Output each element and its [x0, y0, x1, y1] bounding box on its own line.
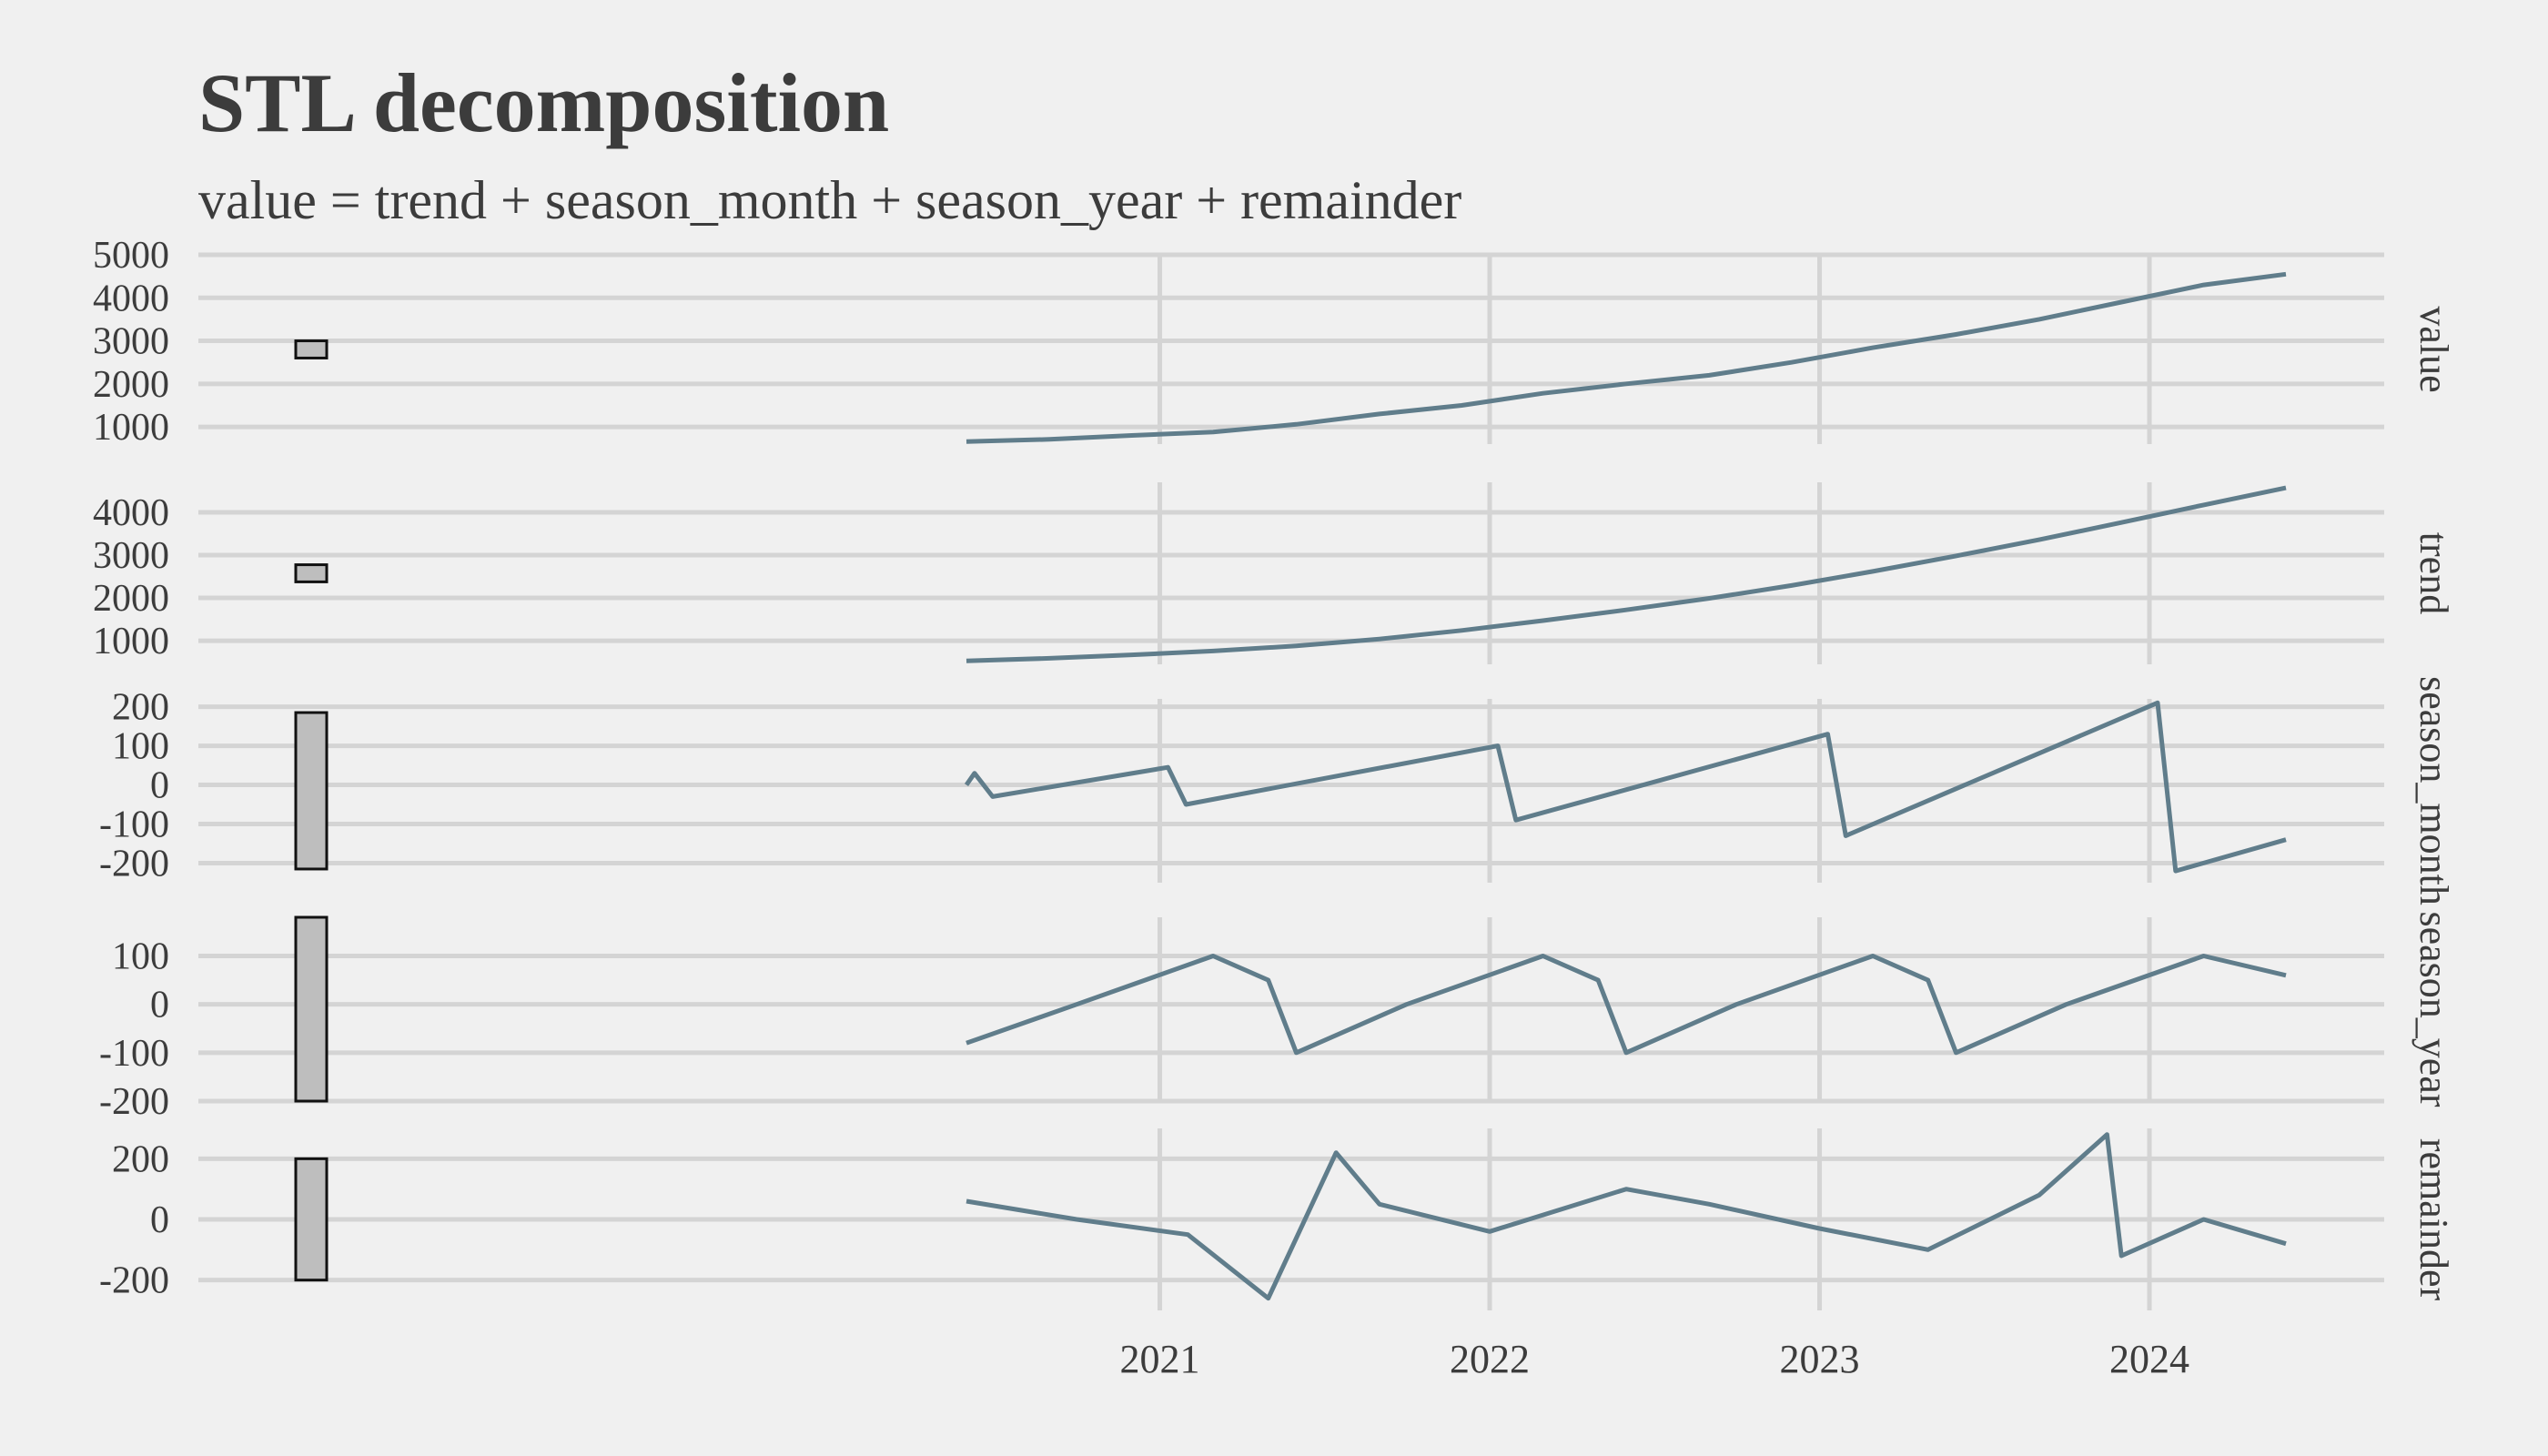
y-tick-label-season_month-0: -200: [99, 844, 169, 885]
panel-label-value: value: [2412, 306, 2456, 392]
y-tick-label-season_year-0: -200: [99, 1081, 169, 1123]
chart-subtitle: value = trend + season_month + season_ye…: [198, 170, 1462, 230]
y-tick-label-season_month-4: 200: [112, 687, 169, 729]
y-tick-label-value-1: 2000: [93, 364, 169, 406]
y-tick-label-season_year-3: 100: [112, 936, 169, 978]
y-tick-label-value-2: 3000: [93, 321, 169, 363]
y-tick-label-season_year-1: -100: [99, 1033, 169, 1075]
scale-bar-season_month: [294, 711, 329, 871]
series-line-trend-0: [966, 485, 2287, 663]
panel-label-remainder: remainder: [2412, 1138, 2456, 1301]
y-tick-label-trend-0: 1000: [93, 621, 169, 662]
y-tick-label-trend-1: 2000: [93, 578, 169, 620]
scale-bar-season_year: [294, 915, 329, 1103]
y-tick-label-season_month-2: 0: [150, 765, 169, 807]
panel-label-trend: trend: [2412, 532, 2456, 614]
y-tick-label-season_month-1: -100: [99, 804, 169, 846]
x-tick-label-1: 2022: [1450, 1337, 1530, 1381]
scale-bar-remainder: [294, 1157, 329, 1282]
y-tick-label-value-3: 4000: [93, 278, 169, 319]
panel-label-season_year: season_year: [2412, 911, 2456, 1107]
series-line-remainder-0: [966, 1132, 2287, 1301]
chart-title: STL decomposition: [198, 56, 890, 149]
panel-label-season_month: season_month: [2412, 676, 2456, 905]
scale-bar-trend: [294, 563, 329, 583]
x-tick-label-2: 2023: [1780, 1337, 1860, 1381]
y-tick-label-season_month-3: 100: [112, 726, 169, 768]
y-tick-label-remainder-1: 0: [150, 1199, 169, 1241]
series-line-season_month-0: [964, 700, 2287, 874]
y-tick-label-season_year-2: 0: [150, 985, 169, 1026]
y-tick-label-remainder-0: -200: [99, 1260, 169, 1302]
y-tick-label-value-4: 5000: [93, 235, 169, 277]
x-tick-label-3: 2024: [2109, 1337, 2189, 1381]
y-tick-label-trend-3: 4000: [93, 492, 169, 534]
y-tick-label-value-0: 1000: [93, 407, 169, 449]
series-line-season_year-0: [966, 954, 2287, 1056]
y-tick-label-remainder-2: 200: [112, 1138, 169, 1180]
series-line-value-0: [966, 271, 2287, 444]
scale-bar-value: [294, 339, 329, 359]
y-tick-label-trend-2: 3000: [93, 535, 169, 577]
x-tick-label-0: 2021: [1120, 1337, 1200, 1381]
